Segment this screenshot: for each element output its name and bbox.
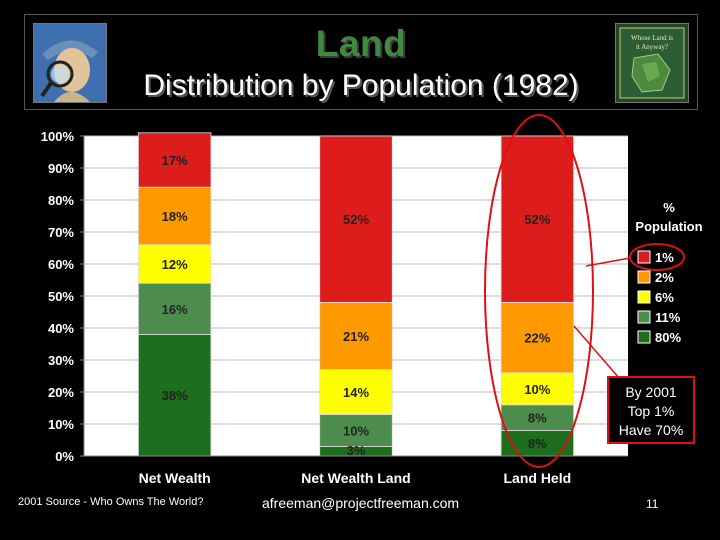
bars <box>137 132 575 457</box>
bar-segment <box>500 135 575 303</box>
y-tick-label: 100% <box>41 129 75 144</box>
legend-title-population: Population <box>635 219 702 234</box>
title-banner: Land Distribution by Population (1982) W… <box>24 14 698 110</box>
annotation-line: Top 1% <box>628 403 675 419</box>
y-tick-label: 80% <box>48 193 74 208</box>
legend-swatch <box>637 270 651 284</box>
bar-value-label: 10% <box>524 382 550 397</box>
bar-value-label: 52% <box>524 212 550 227</box>
annotation-box <box>607 376 695 444</box>
y-axis-tick-labels: 0% 10% 20% 30% 40% 50% 60% 70% 80% 90% 100% <box>41 129 75 464</box>
book-cover-image: Whose Land is it Anyway? <box>615 23 689 103</box>
highlight-circle-land-held <box>484 114 594 468</box>
bar-value-label: 17% <box>162 153 188 168</box>
annotation-text: By 2001 Top 1% Have 70% <box>619 384 684 438</box>
y-tick-label: 20% <box>48 385 74 400</box>
bar-value-label: 52% <box>343 212 369 227</box>
detective-image <box>33 23 107 103</box>
legend-title-percent: % <box>663 200 675 215</box>
annotation-connector-top <box>585 257 631 267</box>
bar-segment <box>500 301 575 374</box>
bar-segment <box>319 135 393 303</box>
y-tick-label: 90% <box>48 161 74 176</box>
y-tick-label: 40% <box>48 321 74 336</box>
bar-value-label: 22% <box>524 331 550 346</box>
page-title: Land <box>315 23 407 64</box>
footer-source: 2001 Source - Who Owns The World? <box>18 496 204 508</box>
legend: % Population 1% 2% 6% 11% 80% <box>635 200 702 345</box>
bar-segment <box>319 301 393 370</box>
legend-label: 80% <box>655 330 681 345</box>
bar-value-label: 38% <box>162 388 188 403</box>
bar-value-label: 14% <box>343 385 369 400</box>
y-tick-label: 70% <box>48 225 74 240</box>
legend-swatch <box>637 330 651 344</box>
bar-value-label: 3% <box>347 443 366 458</box>
bar-value-label: 10% <box>343 423 369 438</box>
annotation-line: Have 70% <box>619 422 684 438</box>
legend-label: 1% <box>655 250 674 265</box>
legend-label: 11% <box>655 310 681 325</box>
bar-value-label: 8% <box>528 436 547 451</box>
bar-segment <box>319 413 393 447</box>
bar-value-label: 21% <box>343 329 369 344</box>
y-tick-label: 60% <box>48 257 74 272</box>
page-subtitle: Distribution by Population (1982) <box>143 69 579 102</box>
legend-swatch <box>637 250 651 264</box>
bar-segment <box>137 282 212 335</box>
footer-email[interactable]: afreeman@projectfreeman.com <box>262 495 460 511</box>
bar-value-label: 8% <box>528 411 547 426</box>
highlight-circle-legend-1pct <box>629 243 685 271</box>
legend-swatch <box>637 290 651 304</box>
bar-segment <box>500 404 575 431</box>
y-tick-label: 10% <box>48 417 74 432</box>
y-tick-label: 0% <box>55 449 74 464</box>
book-cover-text-line1: Whose Land is <box>631 34 673 42</box>
bar-segment <box>319 369 393 415</box>
legend-label: 2% <box>655 270 674 285</box>
bar-data-labels: 38% 16% 12% 18% 17% 3% 10% 14% 21% 52% 8% 8% 10% 22% 5… <box>162 153 551 458</box>
bar-value-label: 18% <box>162 209 188 224</box>
x-axis-category-labels: Net Wealth Net Wealth Land Land Held <box>139 470 572 486</box>
x-category-label: Net Wealth Land <box>301 470 410 486</box>
bar-segment <box>137 333 212 457</box>
y-tick-label: 50% <box>48 289 74 304</box>
book-cover-text-line2: it Anyway? <box>636 43 668 51</box>
bar-value-label: 12% <box>162 257 188 272</box>
legend-swatch <box>637 310 651 324</box>
y-tick-label: 30% <box>48 353 74 368</box>
bar-segment <box>137 132 212 188</box>
x-category-label: Net Wealth <box>139 470 211 486</box>
annotation-line: By 2001 <box>625 384 677 400</box>
bar-segment <box>137 244 212 284</box>
page-number: 11 <box>646 497 659 511</box>
x-category-label: Land Held <box>503 470 571 486</box>
legend-label: 6% <box>655 290 674 305</box>
bar-segment <box>500 372 575 406</box>
bar-value-label: 16% <box>162 302 188 317</box>
